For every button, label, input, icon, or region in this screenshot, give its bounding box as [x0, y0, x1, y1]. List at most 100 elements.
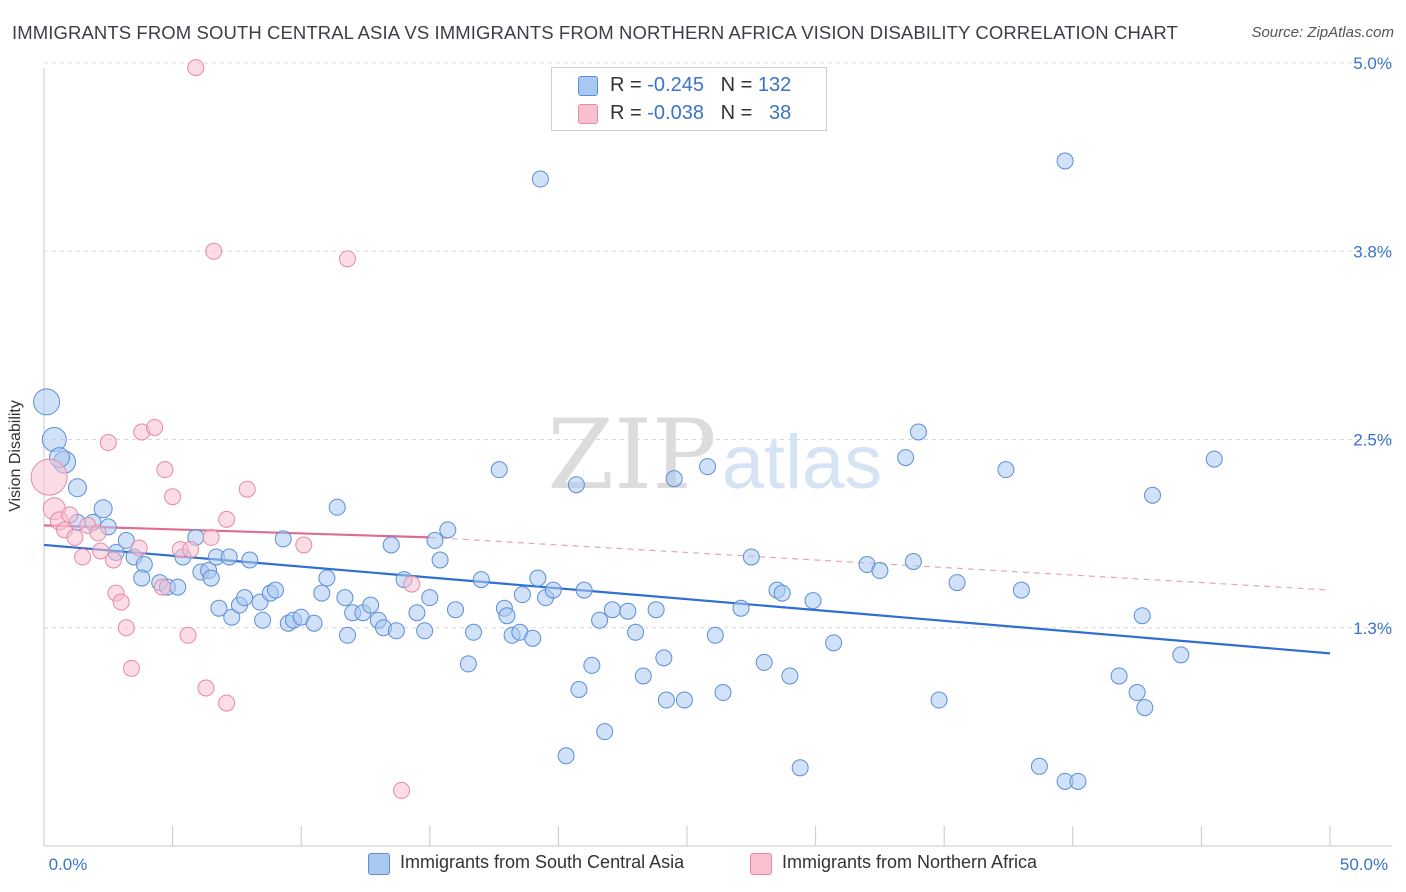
legend-swatch-blue: [578, 76, 598, 96]
point-south-central-asia: [439, 521, 457, 539]
point-south-central-asia: [498, 607, 516, 625]
point-south-central-asia: [117, 531, 135, 549]
point-south-central-asia: [338, 626, 356, 644]
point-south-central-asia: [1172, 646, 1190, 664]
source-label: Source: ZipAtlas.com: [1251, 24, 1394, 41]
point-northern-africa: [104, 551, 122, 569]
point-south-central-asia: [241, 551, 259, 569]
point-south-central-asia: [619, 602, 637, 620]
point-south-central-asia: [254, 611, 272, 629]
legend-text: R = -0.245 N = 132: [610, 74, 792, 96]
point-south-central-asia: [1110, 667, 1128, 685]
point-south-central-asia: [362, 596, 380, 614]
point-south-central-asia: [634, 667, 652, 685]
point-northern-africa: [74, 548, 92, 566]
point-south-central-asia: [591, 611, 609, 629]
point-south-central-asia: [897, 449, 915, 467]
point-south-central-asia: [531, 170, 549, 188]
point-northern-africa: [295, 536, 313, 554]
point-south-central-asia: [603, 601, 621, 619]
point-south-central-asia: [67, 478, 87, 498]
trend-line-northern-africa-extension: [429, 536, 1331, 591]
point-south-central-asia: [675, 691, 693, 709]
point-south-central-asia: [459, 655, 477, 673]
bottom-legend-label: Immigrants from South Central Asia: [400, 852, 685, 872]
x-tick-label: 50.0%: [1340, 855, 1388, 874]
point-south-central-asia: [647, 601, 665, 619]
point-northern-africa: [117, 619, 135, 637]
point-northern-africa: [99, 434, 117, 452]
data-points: [30, 59, 1223, 799]
point-northern-africa: [156, 461, 174, 479]
point-south-central-asia: [997, 461, 1015, 479]
point-south-central-asia: [570, 681, 588, 699]
point-south-central-asia: [426, 531, 444, 549]
point-south-central-asia: [583, 656, 601, 674]
trend-lines: [43, 524, 1331, 655]
point-south-central-asia: [948, 574, 966, 592]
point-south-central-asia: [596, 723, 614, 741]
point-south-central-asia: [93, 499, 113, 519]
point-south-central-asia: [557, 747, 575, 765]
axes: [43, 68, 1392, 847]
point-northern-africa: [218, 510, 236, 528]
point-south-central-asia: [318, 569, 336, 587]
point-northern-africa: [238, 480, 256, 498]
trend-line-south-central-asia: [43, 543, 1331, 655]
point-south-central-asia: [1136, 699, 1154, 717]
point-south-central-asia: [33, 388, 61, 416]
point-south-central-asia: [871, 562, 889, 580]
point-south-central-asia: [274, 530, 292, 548]
point-south-central-asia: [544, 581, 562, 599]
point-south-central-asia: [220, 548, 238, 566]
point-south-central-asia: [665, 470, 683, 488]
point-northern-africa: [30, 458, 68, 496]
point-south-central-asia: [529, 569, 547, 587]
point-south-central-asia: [465, 623, 483, 641]
point-northern-africa: [338, 250, 356, 268]
chart-title: IMMIGRANTS FROM SOUTH CENTRAL ASIA VS IM…: [12, 22, 1178, 43]
point-south-central-asia: [804, 592, 822, 610]
point-south-central-asia: [1144, 486, 1162, 504]
bottom-legend-label: Immigrants from Northern Africa: [782, 852, 1038, 872]
point-south-central-asia: [421, 589, 439, 607]
point-south-central-asia: [627, 623, 645, 641]
watermark-zip: ZIP: [547, 399, 716, 511]
point-south-central-asia: [714, 684, 732, 702]
point-south-central-asia: [266, 581, 284, 599]
point-south-central-asia: [382, 536, 400, 554]
point-south-central-asia: [567, 476, 585, 494]
legend-text: R = -0.038 N = 38: [610, 102, 792, 124]
point-south-central-asia: [328, 498, 346, 516]
point-northern-africa: [61, 506, 79, 524]
point-south-central-asia: [1069, 772, 1087, 790]
point-south-central-asia: [408, 604, 426, 622]
point-northern-africa: [187, 59, 205, 77]
point-south-central-asia: [305, 614, 323, 632]
point-northern-africa: [122, 659, 140, 677]
point-south-central-asia: [490, 461, 508, 479]
point-south-central-asia: [1128, 684, 1146, 702]
point-south-central-asia: [336, 589, 354, 607]
point-northern-africa: [89, 524, 107, 542]
point-northern-africa: [146, 418, 164, 436]
point-northern-africa: [197, 679, 215, 697]
point-south-central-asia: [1012, 581, 1030, 599]
point-south-central-asia: [930, 691, 948, 709]
point-south-central-asia: [1205, 450, 1223, 468]
y-tick-label: 2.5%: [1353, 431, 1392, 450]
point-northern-africa: [153, 578, 171, 596]
y-tick-label: 1.3%: [1353, 619, 1392, 638]
point-south-central-asia: [1030, 757, 1048, 775]
stats-legend: R = -0.245 N = 132 R = -0.038 N = 38: [551, 67, 827, 131]
point-south-central-asia: [904, 553, 922, 571]
point-south-central-asia: [223, 608, 241, 626]
gridlines: [44, 62, 1392, 629]
point-south-central-asia: [524, 629, 542, 647]
watermark-atlas: atlas: [722, 420, 883, 505]
point-south-central-asia: [575, 581, 593, 599]
point-south-central-asia: [387, 622, 405, 640]
point-south-central-asia: [1133, 607, 1151, 625]
point-south-central-asia: [732, 599, 750, 617]
point-northern-africa: [182, 540, 200, 558]
